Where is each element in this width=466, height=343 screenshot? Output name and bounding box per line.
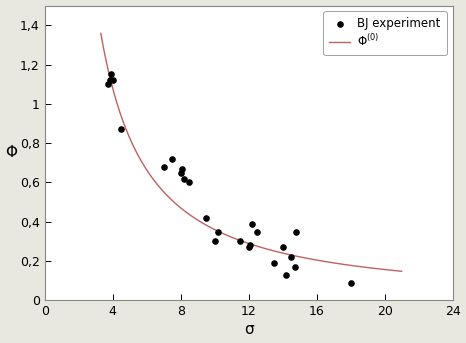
BJ experiment [247,243,254,248]
BJ experiment [347,280,354,285]
BJ experiment [107,72,115,77]
BJ experiment [160,164,167,169]
BJ experiment [270,260,278,266]
BJ experiment [282,272,290,277]
BJ experiment [180,176,188,181]
BJ experiment [291,264,298,270]
Φ$^{(0)}$ [287,253,293,257]
BJ experiment [104,81,111,87]
BJ experiment [177,170,185,175]
BJ experiment [254,229,261,234]
Φ$^{(0)}$ [196,219,202,223]
BJ experiment [214,229,222,234]
X-axis label: σ: σ [244,322,254,338]
BJ experiment [245,245,253,250]
BJ experiment [178,166,186,172]
BJ experiment [185,180,193,185]
BJ experiment [293,229,300,234]
BJ experiment [288,255,295,260]
BJ experiment [169,156,176,162]
Line: Φ$^{(0)}$: Φ$^{(0)}$ [101,34,402,271]
Φ$^{(0)}$ [399,269,404,273]
BJ experiment [279,245,287,250]
Φ$^{(0)}$ [98,32,103,36]
BJ experiment [109,78,116,83]
BJ experiment [236,239,244,244]
BJ experiment [211,239,219,244]
BJ experiment [106,78,114,83]
BJ experiment [202,215,210,221]
Φ$^{(0)}$ [315,258,321,262]
Φ$^{(0)}$ [217,230,223,234]
Legend: BJ experiment, Φ$^{(0)}$: BJ experiment, Φ$^{(0)}$ [323,11,447,55]
Φ$^{(0)}$ [134,151,140,155]
BJ experiment [248,221,256,226]
Φ$^{(0)}$ [316,259,322,263]
Y-axis label: Φ: Φ [6,145,18,161]
BJ experiment [117,127,125,132]
